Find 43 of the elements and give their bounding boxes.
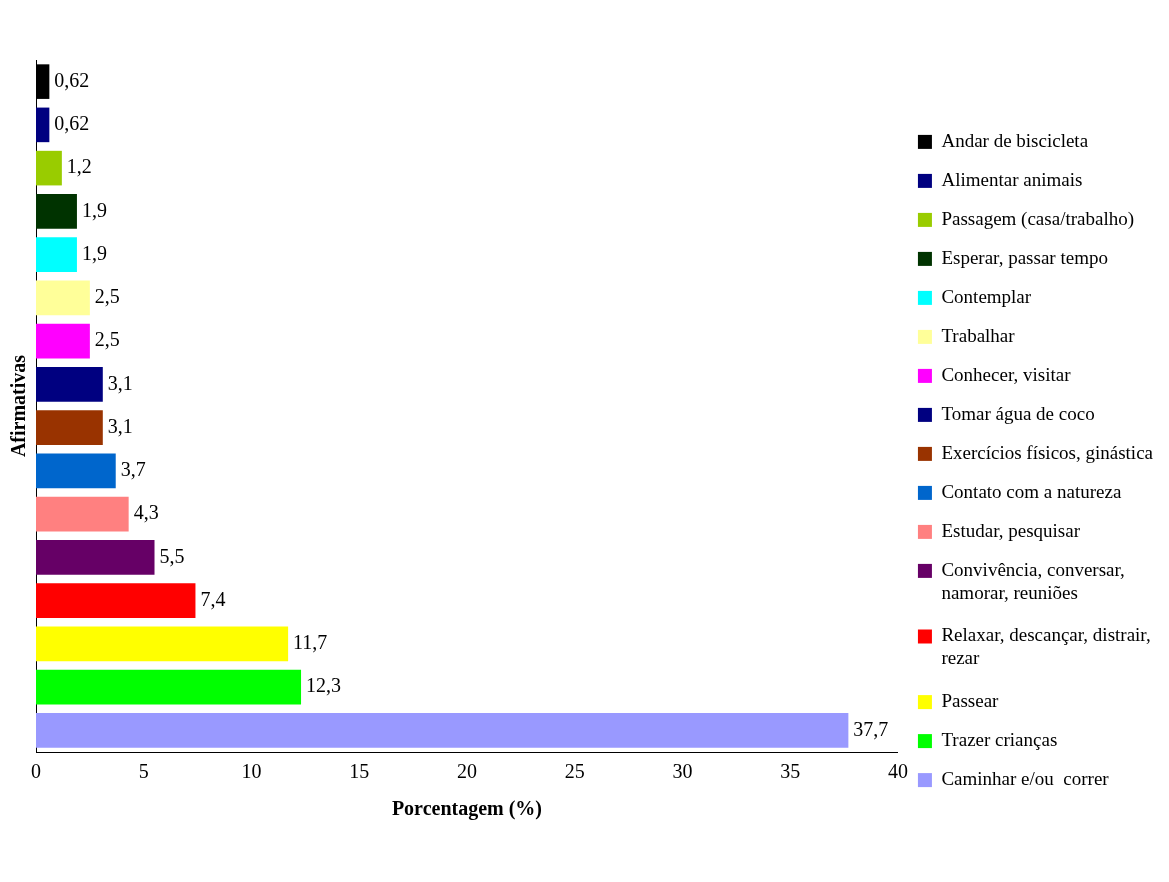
legend-label: Tomar água de coco (941, 402, 1095, 424)
data-label: 12,3 (306, 674, 342, 697)
legend-label: Caminhar e/ou correr (941, 768, 1110, 790)
legend-label: Esperar, passar tempo (941, 246, 1108, 268)
data-label: 1,9 (81, 198, 107, 221)
x-tick-label: 30 (672, 760, 693, 783)
legend-label: Passear (941, 690, 1000, 712)
legend-label: Passagem (casa/trabalho) (941, 207, 1134, 230)
legend-label: Exercícios físicos, ginástica (941, 441, 1154, 463)
data-label: 2,5 (94, 285, 120, 308)
data-label: 11,7 (293, 631, 328, 654)
x-tick-label: 0 (31, 760, 41, 783)
x-axis-title: Porcentagem (%) (391, 797, 543, 821)
x-tick-label: 20 (456, 760, 477, 783)
data-label: 7,4 (200, 587, 226, 610)
y-axis-title: Afirmativas (7, 354, 30, 458)
x-tick-label: 10 (241, 760, 262, 783)
data-label: 0,62 (54, 112, 90, 135)
legend-label: Trabalhar (941, 324, 1016, 346)
x-tick-label: 40 (887, 760, 908, 783)
x-tick-label: 25 (564, 760, 585, 783)
data-label: 3,7 (120, 458, 146, 481)
x-tick-label: 5 (138, 760, 149, 783)
data-label: 0,62 (54, 68, 90, 91)
legend-label: Estudar, pesquisar (941, 519, 1081, 541)
x-tick-label: 15 (349, 760, 370, 783)
data-label: 1,2 (66, 155, 92, 178)
legend-label: Alimentar animais (941, 168, 1083, 190)
data-label: 4,3 (133, 501, 159, 524)
data-label: 2,5 (94, 328, 120, 351)
data-label: 1,9 (81, 241, 107, 264)
x-tick-label: 35 (780, 760, 801, 783)
legend-label: Trazer crianças (941, 729, 1058, 751)
data-label: 3,1 (107, 414, 133, 437)
legend-label: Convivência, conversar, namorar, reuniões (941, 558, 1125, 603)
legend-label: Contemplar (941, 285, 1032, 307)
legend-label: Contato com a natureza (941, 480, 1122, 502)
data-label: 37,7 (853, 717, 889, 740)
data-label: 3,1 (107, 371, 133, 394)
legend-label: Conhecer, visitar (941, 363, 1072, 385)
legend-label: Relaxar, descançar, distrair, rezar (941, 624, 1151, 669)
data-label: 5,5 (159, 544, 185, 567)
legend-label: Andar de biscicleta (941, 129, 1089, 151)
